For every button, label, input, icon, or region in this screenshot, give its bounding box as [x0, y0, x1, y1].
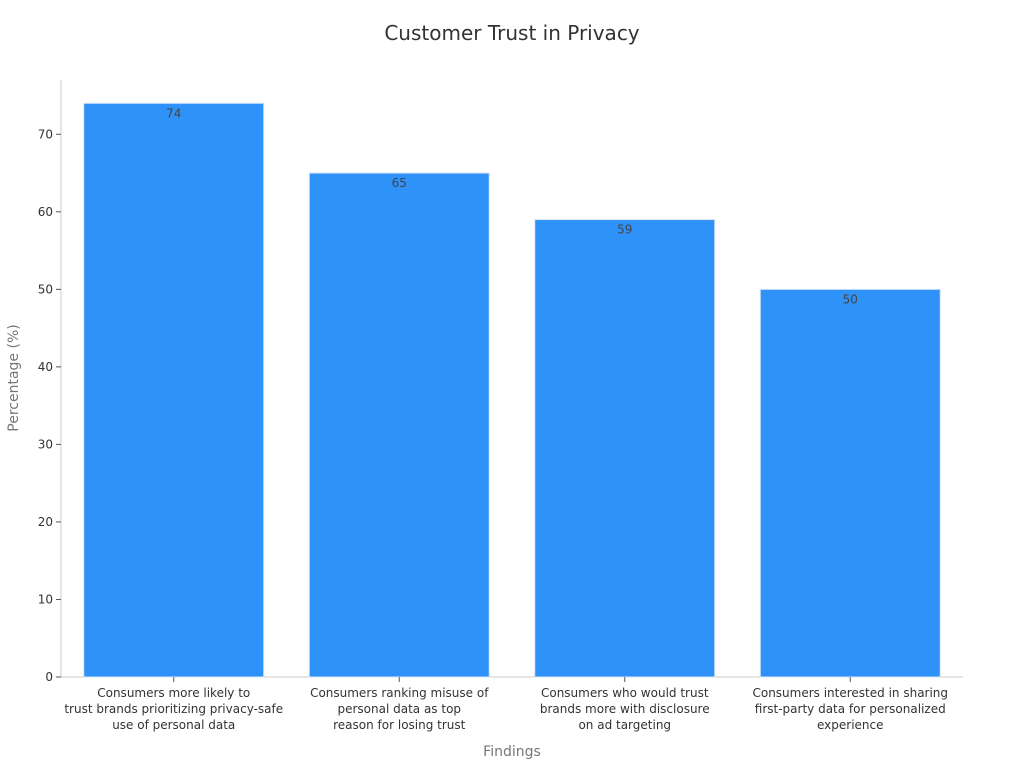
x-tick-label-line: trust brands prioritizing privacy-safe: [64, 702, 283, 716]
y-tick-label: 0: [45, 670, 53, 684]
x-tick-label-line: Consumers who would trust: [541, 686, 709, 700]
x-tick-label: Consumers more likely to trust brands pri…: [64, 686, 283, 732]
bar-value-label: 65: [392, 176, 407, 190]
x-tick-label-line: brands more with disclosure: [540, 702, 710, 716]
y-tick-label: 60: [38, 205, 53, 219]
bar: [759, 288, 941, 678]
x-tick-label: Consumers who would trust brands more wit…: [540, 686, 710, 732]
x-tick-label: Consumers interested in sharing first-par…: [752, 686, 948, 732]
plot-area: 0 10 20 30 40 50 60 70 74 Consumers more likely t…: [38, 80, 963, 732]
x-tick-label-line: Consumers more likely to: [97, 686, 250, 700]
x-tick-label-line: reason for losing trust: [333, 718, 466, 732]
x-tick-label-line: personal data as top: [337, 702, 461, 716]
bar-value-label: 59: [617, 223, 632, 237]
x-tick-label-line: Consumers interested in sharing: [752, 686, 948, 700]
bar: [308, 172, 490, 678]
chart-title: Customer Trust in Privacy: [384, 21, 639, 45]
x-tick-label-line: on ad targeting: [578, 718, 671, 732]
y-tick-label: 30: [38, 437, 53, 451]
x-tick-label: Consumers ranking misuse of personal data…: [310, 686, 489, 732]
x-tick-label-line: Consumers ranking misuse of: [310, 686, 489, 700]
y-tick-label: 40: [38, 360, 53, 374]
bar: [83, 102, 265, 678]
x-tick-label-line: experience: [817, 718, 884, 732]
bar-value-label: 50: [843, 292, 858, 306]
x-tick-label-line: first-party data for personalized: [755, 702, 946, 716]
x-axis-title: Findings: [483, 744, 541, 760]
y-tick-label: 10: [38, 592, 53, 606]
x-tick-label-line: use of personal data: [112, 718, 235, 732]
y-tick-label: 70: [38, 127, 53, 141]
bar: [534, 219, 716, 678]
y-tick-label: 50: [38, 282, 53, 296]
y-axis-title: Percentage (%): [6, 324, 22, 431]
bar-value-label: 74: [166, 106, 181, 120]
y-tick-label: 20: [38, 515, 53, 529]
